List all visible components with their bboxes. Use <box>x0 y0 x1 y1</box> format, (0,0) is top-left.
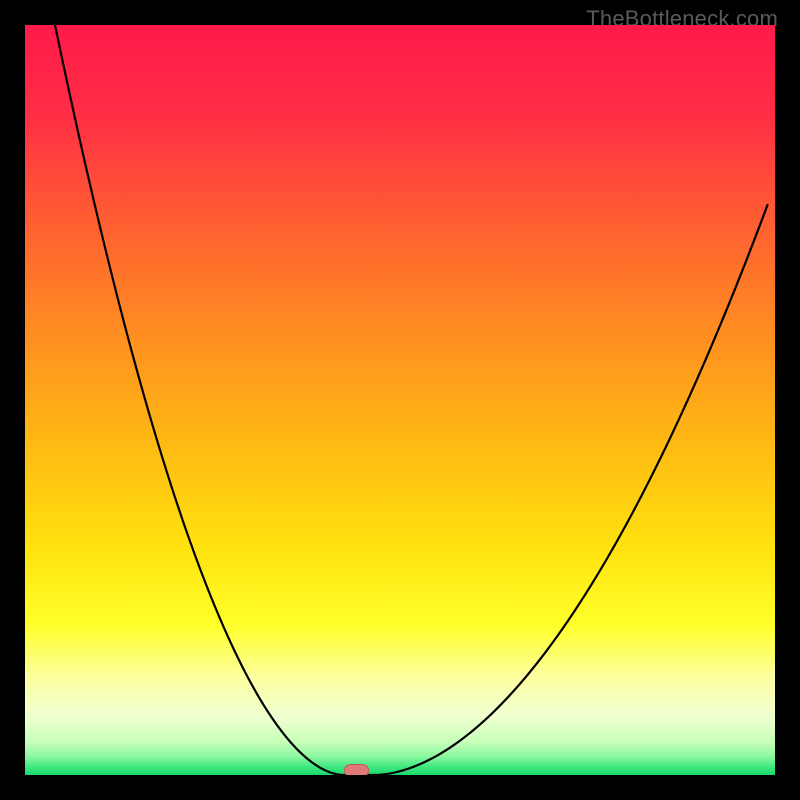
bottleneck-curve-chart <box>25 25 775 775</box>
gradient-background <box>25 25 775 775</box>
plot-area <box>25 25 775 775</box>
min-marker <box>345 765 369 776</box>
chart-frame: TheBottleneck.com <box>0 0 800 800</box>
